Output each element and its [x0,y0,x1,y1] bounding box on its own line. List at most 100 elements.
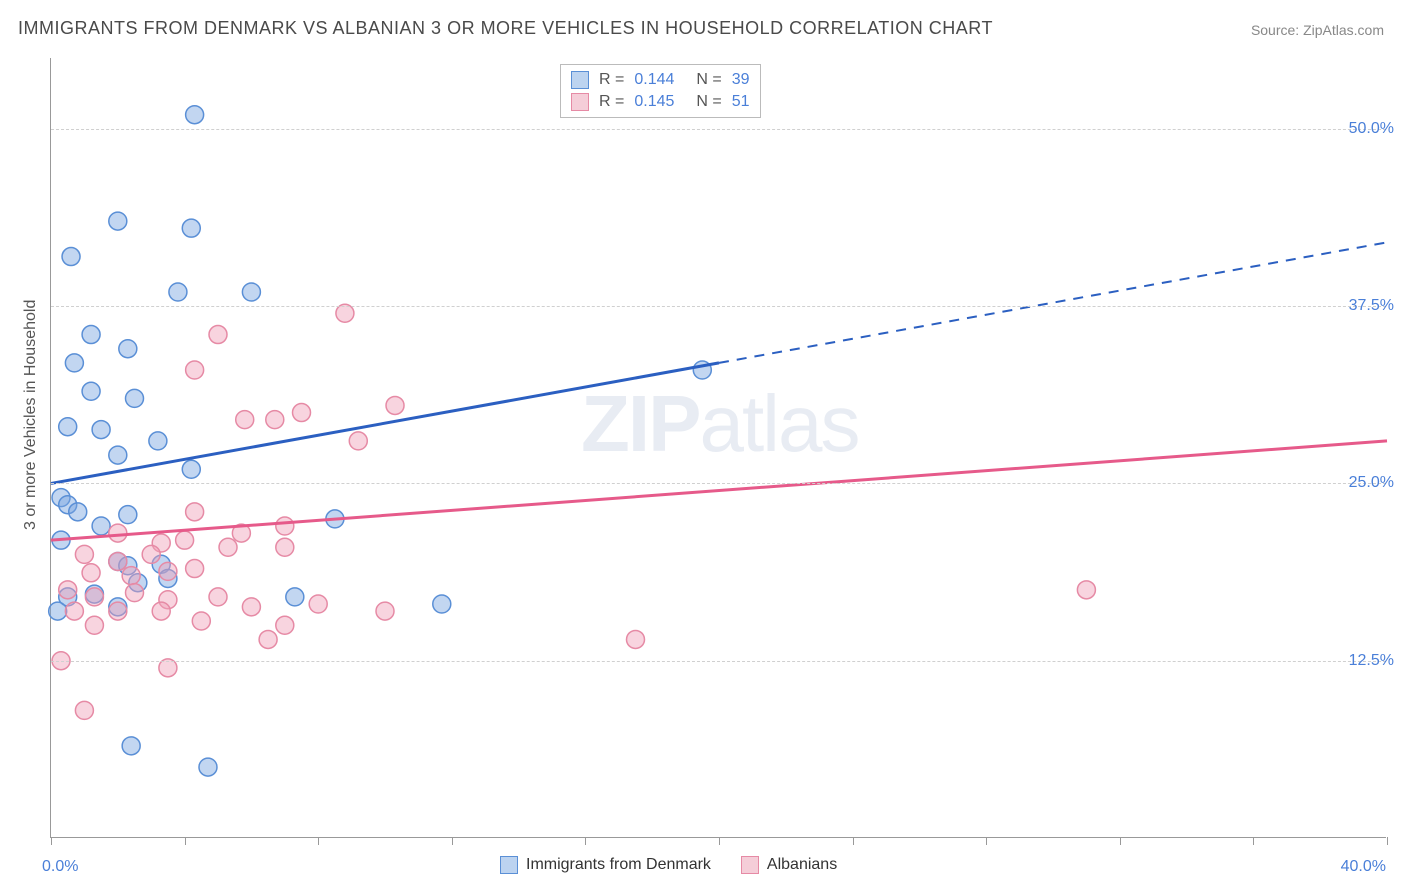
grid-line [51,129,1386,130]
data-point [242,598,260,616]
data-point [82,564,100,582]
data-point [209,326,227,344]
data-point [75,701,93,719]
data-point [276,538,294,556]
legend-swatch [571,93,589,111]
data-point [309,595,327,613]
legend-swatch [500,856,518,874]
data-point [126,389,144,407]
grid-line [51,306,1386,307]
data-point [286,588,304,606]
data-point [192,612,210,630]
data-point [176,531,194,549]
stats-legend-row: R =0.144N =39 [571,69,750,91]
x-tick [1120,837,1121,845]
data-point [109,446,127,464]
data-point [182,460,200,478]
data-point [169,283,187,301]
r-label: R = [599,71,624,89]
data-point [182,219,200,237]
data-point [49,602,67,620]
chart-svg [51,58,1386,837]
data-point [276,616,294,634]
data-point [1077,581,1095,599]
data-point [186,560,204,578]
data-point [186,361,204,379]
data-point [126,584,144,602]
legend-item: Immigrants from Denmark [500,856,711,874]
data-point [209,588,227,606]
data-point [236,411,254,429]
data-point [122,737,140,755]
data-point [259,630,277,648]
data-point [386,396,404,414]
legend-item: Albanians [741,856,837,874]
trend-line-dashed [719,242,1387,363]
data-point [266,411,284,429]
data-point [109,524,127,542]
source-attribution: Source: ZipAtlas.com [1251,22,1384,38]
plot-area: ZIPatlas [50,58,1386,838]
x-tick [185,837,186,845]
legend-swatch [741,856,759,874]
x-tick [719,837,720,845]
x-axis-min-label: 0.0% [42,858,78,876]
x-tick [1387,837,1388,845]
x-tick [318,837,319,845]
x-tick [452,837,453,845]
trend-line [51,363,719,484]
stats-legend: R = 0.144 N = 39 R = 0.145 N = 51 [560,64,761,118]
y-tick-label: 25.0% [1349,474,1394,492]
legend-label: Immigrants from Denmark [526,856,711,874]
data-point [149,432,167,450]
data-point [62,248,80,266]
x-tick [585,837,586,845]
data-point [109,602,127,620]
data-point [186,106,204,124]
y-tick-label: 12.5% [1349,652,1394,670]
x-tick [1253,837,1254,845]
data-point [82,382,100,400]
series-legend: Immigrants from Denmark Albanians [500,856,837,874]
data-point [199,758,217,776]
data-point [85,588,103,606]
r-value: 0.144 [634,71,674,89]
trend-line [51,441,1387,540]
x-axis-max-label: 40.0% [1341,858,1386,876]
data-point [75,545,93,563]
n-value: 51 [732,93,750,111]
data-point [109,212,127,230]
data-point [349,432,367,450]
y-axis-label: 3 or more Vehicles in Household [22,300,40,530]
data-point [376,602,394,620]
r-value: 0.145 [634,93,674,111]
data-point [122,567,140,585]
data-point [119,340,137,358]
n-value: 39 [732,71,750,89]
data-point [142,545,160,563]
data-point [82,326,100,344]
x-tick [986,837,987,845]
x-tick [51,837,52,845]
data-point [293,404,311,422]
n-label: N = [696,93,721,111]
r-label: R = [599,93,624,111]
data-point [186,503,204,521]
data-point [69,503,87,521]
data-point [119,506,137,524]
data-point [159,562,177,580]
data-point [59,418,77,436]
data-point [627,630,645,648]
x-tick [853,837,854,845]
data-point [433,595,451,613]
stats-legend-row: R = 0.145 N = 51 [571,91,750,113]
data-point [109,552,127,570]
data-point [59,581,77,599]
y-tick-label: 37.5% [1349,297,1394,315]
data-point [276,517,294,535]
data-point [219,538,237,556]
grid-line [51,483,1386,484]
data-point [85,616,103,634]
grid-line [51,661,1386,662]
y-tick-label: 50.0% [1349,120,1394,138]
